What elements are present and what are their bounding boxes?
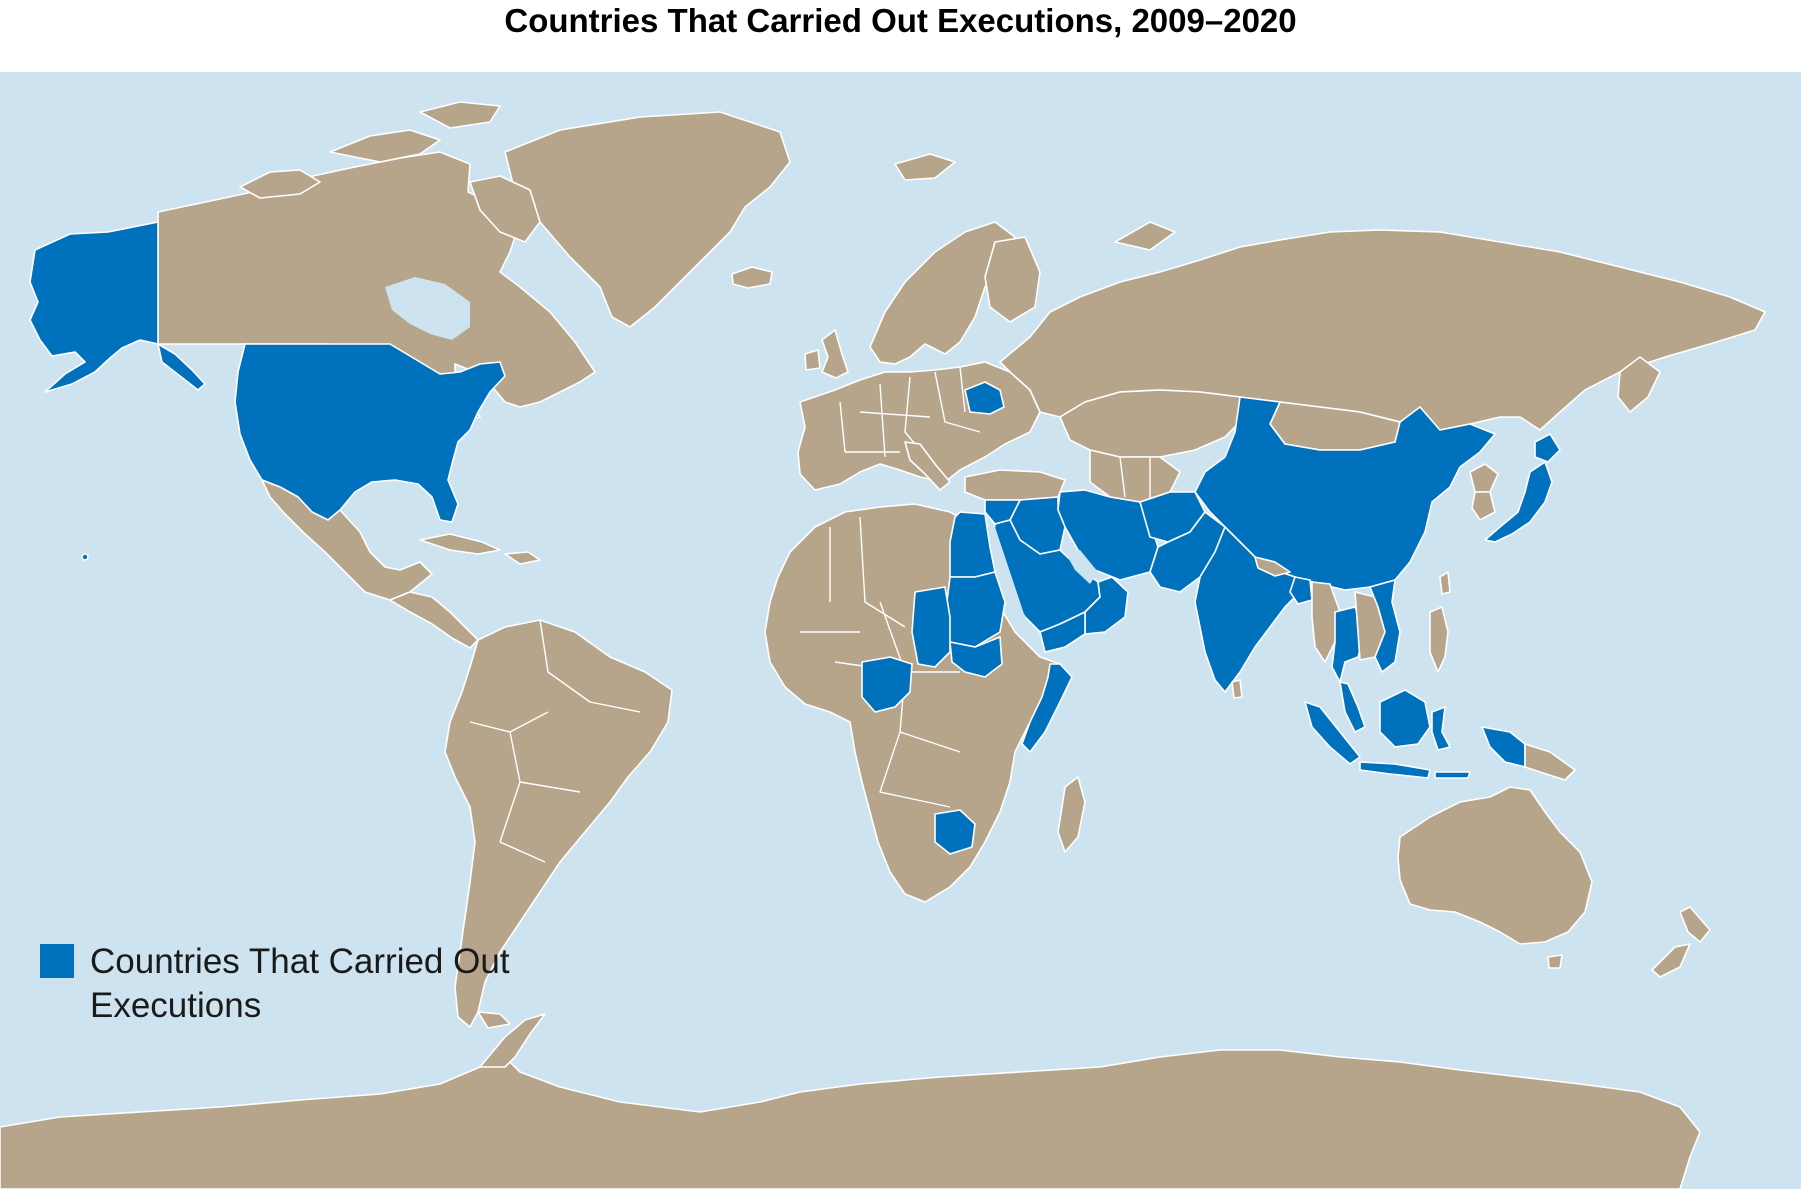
sri-lanka bbox=[1231, 679, 1243, 699]
hispaniola bbox=[504, 551, 541, 565]
south-korea bbox=[1471, 491, 1496, 521]
hawaii bbox=[81, 553, 89, 561]
persian-gulf bbox=[1065, 550, 1098, 584]
java bbox=[1359, 761, 1431, 779]
malaysia-peninsula bbox=[1339, 681, 1366, 733]
south-america-borders bbox=[469, 619, 641, 863]
south-america bbox=[444, 619, 673, 1028]
baffin-island bbox=[469, 175, 541, 243]
yemen bbox=[1039, 611, 1086, 653]
vietnam bbox=[1369, 579, 1401, 673]
hudson-bay bbox=[385, 277, 470, 340]
central-asia-borders bbox=[1119, 456, 1151, 500]
antarctica bbox=[0, 1049, 1701, 1189]
sulawesi bbox=[1431, 706, 1451, 751]
chad bbox=[911, 586, 951, 668]
kamchatka bbox=[1617, 356, 1661, 413]
arctic-island-1 bbox=[239, 169, 321, 199]
china bbox=[1194, 396, 1496, 591]
nigeria bbox=[861, 656, 913, 713]
alaska-panhandle bbox=[157, 343, 206, 391]
europe-borders bbox=[839, 366, 981, 463]
somalia bbox=[1021, 663, 1073, 753]
legend-label-executions: Countries That Carried Out Executions bbox=[90, 942, 510, 1025]
india bbox=[1194, 526, 1301, 693]
new-zealand-north bbox=[1679, 906, 1711, 943]
arctic-island-2 bbox=[329, 129, 441, 163]
new-zealand-south bbox=[1651, 943, 1691, 978]
japan bbox=[1484, 461, 1553, 543]
svalbard bbox=[894, 153, 956, 181]
north-korea bbox=[1469, 463, 1499, 493]
arctic-russia-island bbox=[1114, 221, 1176, 251]
world-map bbox=[0, 72, 1801, 1189]
philippines bbox=[1429, 606, 1449, 673]
madagascar bbox=[1057, 776, 1086, 853]
hokkaido bbox=[1534, 433, 1561, 463]
taiwan bbox=[1439, 571, 1451, 595]
legend: Countries That Carried Out Executions bbox=[40, 940, 520, 1040]
finland bbox=[984, 236, 1041, 323]
red-sea bbox=[985, 527, 1035, 642]
bangladesh bbox=[1289, 576, 1313, 605]
great-britain bbox=[821, 329, 849, 379]
australia bbox=[1397, 786, 1593, 945]
borneo bbox=[1379, 689, 1431, 748]
turkey bbox=[964, 469, 1066, 501]
italy bbox=[904, 441, 951, 491]
oman bbox=[1084, 576, 1129, 635]
papua-new-guinea bbox=[1524, 743, 1576, 781]
ireland bbox=[804, 349, 821, 371]
botswana bbox=[934, 809, 976, 855]
arctic-island-3 bbox=[419, 101, 501, 129]
legend-swatch-executions bbox=[40, 944, 74, 978]
alaska bbox=[29, 221, 159, 393]
sumatra bbox=[1304, 701, 1361, 765]
world-map-svg bbox=[0, 72, 1801, 1189]
lesser-sunda bbox=[1434, 771, 1471, 779]
tasmania bbox=[1547, 954, 1563, 969]
iceland bbox=[731, 266, 773, 289]
scandinavia bbox=[869, 221, 1016, 365]
map-title: Countries That Carried Out Executions, 2… bbox=[504, 2, 1297, 39]
antarctic-peninsula bbox=[479, 1013, 546, 1068]
tierra-del-fuego bbox=[477, 1011, 511, 1029]
mexico bbox=[261, 479, 433, 601]
south-sudan bbox=[949, 636, 1003, 678]
nepal bbox=[1254, 556, 1291, 577]
myanmar bbox=[1311, 581, 1341, 663]
cuba bbox=[419, 533, 501, 555]
belarus bbox=[964, 381, 1005, 415]
greenland bbox=[504, 111, 791, 328]
